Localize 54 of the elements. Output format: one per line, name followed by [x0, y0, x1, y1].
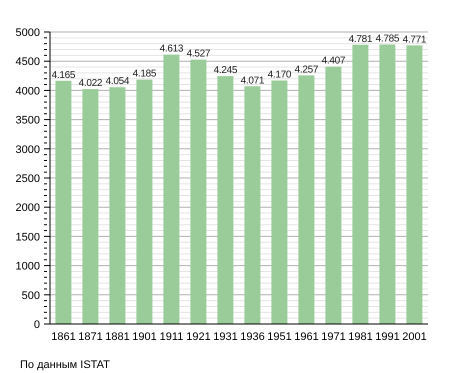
y-tick-label: 4500: [16, 56, 40, 68]
x-tick-label: 1901: [132, 330, 157, 343]
x-tick-label: 1961: [294, 330, 319, 343]
data-label: 4.527: [186, 48, 211, 60]
bar: [217, 76, 234, 324]
data-label: 4.170: [268, 69, 292, 80]
text: По данным ISTAT: [20, 359, 111, 371]
bar: [190, 60, 206, 324]
x-tick-label: 1881: [105, 330, 130, 343]
bar: [55, 80, 72, 324]
data-label: 4.245: [214, 65, 238, 76]
bar: [82, 89, 98, 324]
y-tick-label: 2500: [16, 173, 40, 185]
data-label: 4.257: [294, 64, 319, 76]
bar: [352, 44, 368, 324]
y-tick-label: 1500: [16, 231, 40, 244]
y-tick-label: 5000: [16, 27, 40, 39]
bar: [109, 87, 126, 324]
y-tick-label: 4000: [16, 85, 40, 98]
data-label: 4.407: [322, 56, 346, 67]
y-tick-label: 3000: [16, 144, 40, 156]
data-label: 4.613: [160, 44, 184, 55]
bar: [244, 86, 260, 324]
x-tick-label: 1921: [186, 330, 211, 343]
y-tick-label: 2000: [16, 202, 40, 214]
data-label: 4.022: [78, 78, 103, 90]
x-tick-label: 1981: [348, 330, 373, 343]
data-label: 4.785: [376, 34, 400, 45]
bar: [325, 66, 342, 324]
bar: [298, 75, 314, 324]
x-tick-label: 1931: [213, 330, 238, 343]
x-tick-label: 1951: [267, 330, 292, 343]
data-label: 4.781: [348, 34, 373, 45]
data-label: 4.771: [402, 34, 427, 46]
y-tick-label: 500: [22, 290, 40, 302]
bar: [163, 54, 180, 324]
bar: [136, 80, 152, 324]
x-tick-label: 1971: [321, 330, 346, 343]
data-label: 4.185: [132, 68, 157, 80]
data-label: 4.054: [106, 76, 130, 88]
data-label: 4.071: [240, 75, 265, 86]
bar: [406, 45, 422, 324]
data-label: 4.165: [52, 70, 76, 81]
y-tick-label: 0: [34, 319, 40, 331]
x-tick-label: 1861: [51, 330, 76, 343]
x-tick-label: 1991: [375, 330, 400, 343]
x-tick-label: 1911: [160, 330, 184, 343]
y-tick-label: 1000: [16, 260, 40, 273]
x-tick-label: 1936: [240, 330, 265, 343]
bar: [379, 44, 396, 324]
x-tick-label: 2001: [402, 330, 427, 343]
y-tick-label: 3500: [16, 114, 40, 127]
bar: [271, 80, 288, 324]
x-tick-label: 1871: [78, 330, 103, 343]
